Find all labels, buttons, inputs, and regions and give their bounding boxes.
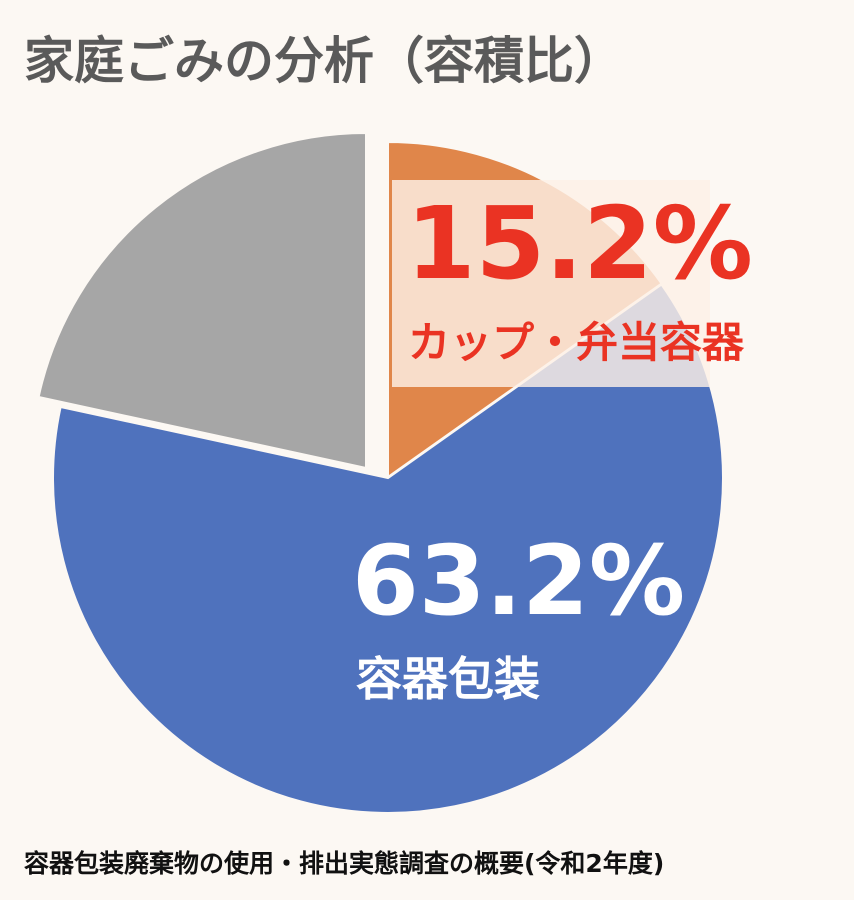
source-note: 容器包装廃棄物の使用・排出実態調査の概要(令和2年度) bbox=[24, 849, 664, 878]
slice-value-label-cup: 15.2% bbox=[406, 185, 753, 302]
chart-title: 家庭ごみの分析（容積比） bbox=[24, 32, 624, 90]
slice-label-packaging: 容器包装 bbox=[356, 652, 540, 706]
highlight-label-box bbox=[392, 180, 710, 387]
slice-value-label-packaging: 63.2% bbox=[352, 525, 685, 637]
slice-label-cup: カップ・弁当容器 bbox=[408, 318, 745, 367]
pie-slice-other bbox=[37, 131, 367, 470]
pie-slice-packaging bbox=[52, 283, 724, 814]
